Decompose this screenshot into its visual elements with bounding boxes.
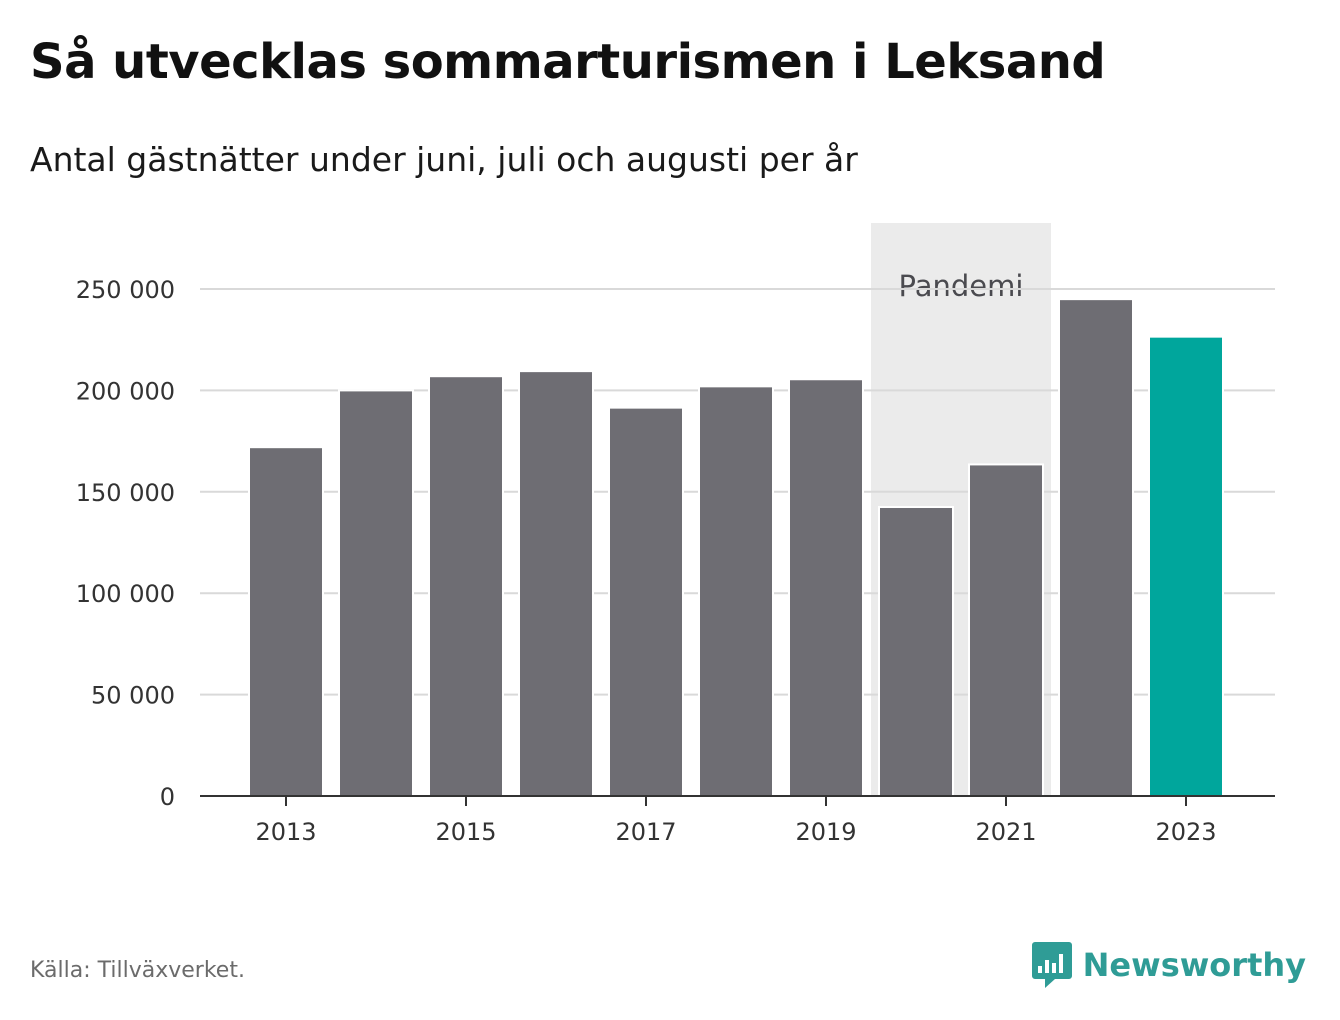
newsworthy-logo-icon bbox=[1031, 942, 1072, 988]
x-tick-label: 2019 bbox=[795, 818, 856, 846]
x-tick-label: 2013 bbox=[255, 818, 316, 846]
bar-2021 bbox=[968, 463, 1044, 797]
bar-chart: Pandemi 0 50 000 100 000 150 000 200 000 250 … bbox=[76, 223, 1275, 846]
y-tick-label: 250 000 bbox=[76, 276, 175, 304]
bar-2016 bbox=[518, 370, 594, 797]
y-tick-label: 50 000 bbox=[91, 682, 175, 710]
y-tick-label: 0 bbox=[160, 783, 175, 811]
bar-2018 bbox=[698, 385, 774, 797]
x-tick-label: 2021 bbox=[975, 818, 1036, 846]
x-tick-label: 2023 bbox=[1155, 818, 1216, 846]
chart-subtitle: Antal gästnätter under juni, juli och au… bbox=[30, 140, 858, 179]
bar-2023 bbox=[1148, 335, 1224, 798]
y-tick-label: 200 000 bbox=[76, 377, 175, 405]
bars-layer bbox=[248, 298, 1224, 798]
x-tick-label: 2015 bbox=[435, 818, 496, 846]
axis-layer: 2013 2015 2017 2019 2021 2023 bbox=[200, 795, 1275, 846]
bar-2020 bbox=[878, 506, 954, 797]
bar-2022 bbox=[1058, 298, 1134, 797]
chart-title: Så utvecklas sommarturismen i Leksand bbox=[30, 34, 1106, 90]
y-tick-label: 150 000 bbox=[76, 479, 175, 507]
bar-2019 bbox=[788, 378, 864, 797]
pandemic-label: Pandemi bbox=[899, 269, 1024, 303]
bar-2017 bbox=[608, 406, 684, 797]
brand-logo: Newsworthy bbox=[1031, 940, 1306, 990]
brand-name: Newsworthy bbox=[1082, 946, 1306, 984]
bar-2013 bbox=[248, 446, 324, 798]
x-tick-label: 2017 bbox=[615, 818, 676, 846]
y-tick-label: 100 000 bbox=[76, 580, 175, 608]
source-note: Källa: Tillväxverket. bbox=[30, 958, 245, 983]
bar-2015 bbox=[428, 375, 504, 797]
bar-2014 bbox=[338, 389, 414, 797]
